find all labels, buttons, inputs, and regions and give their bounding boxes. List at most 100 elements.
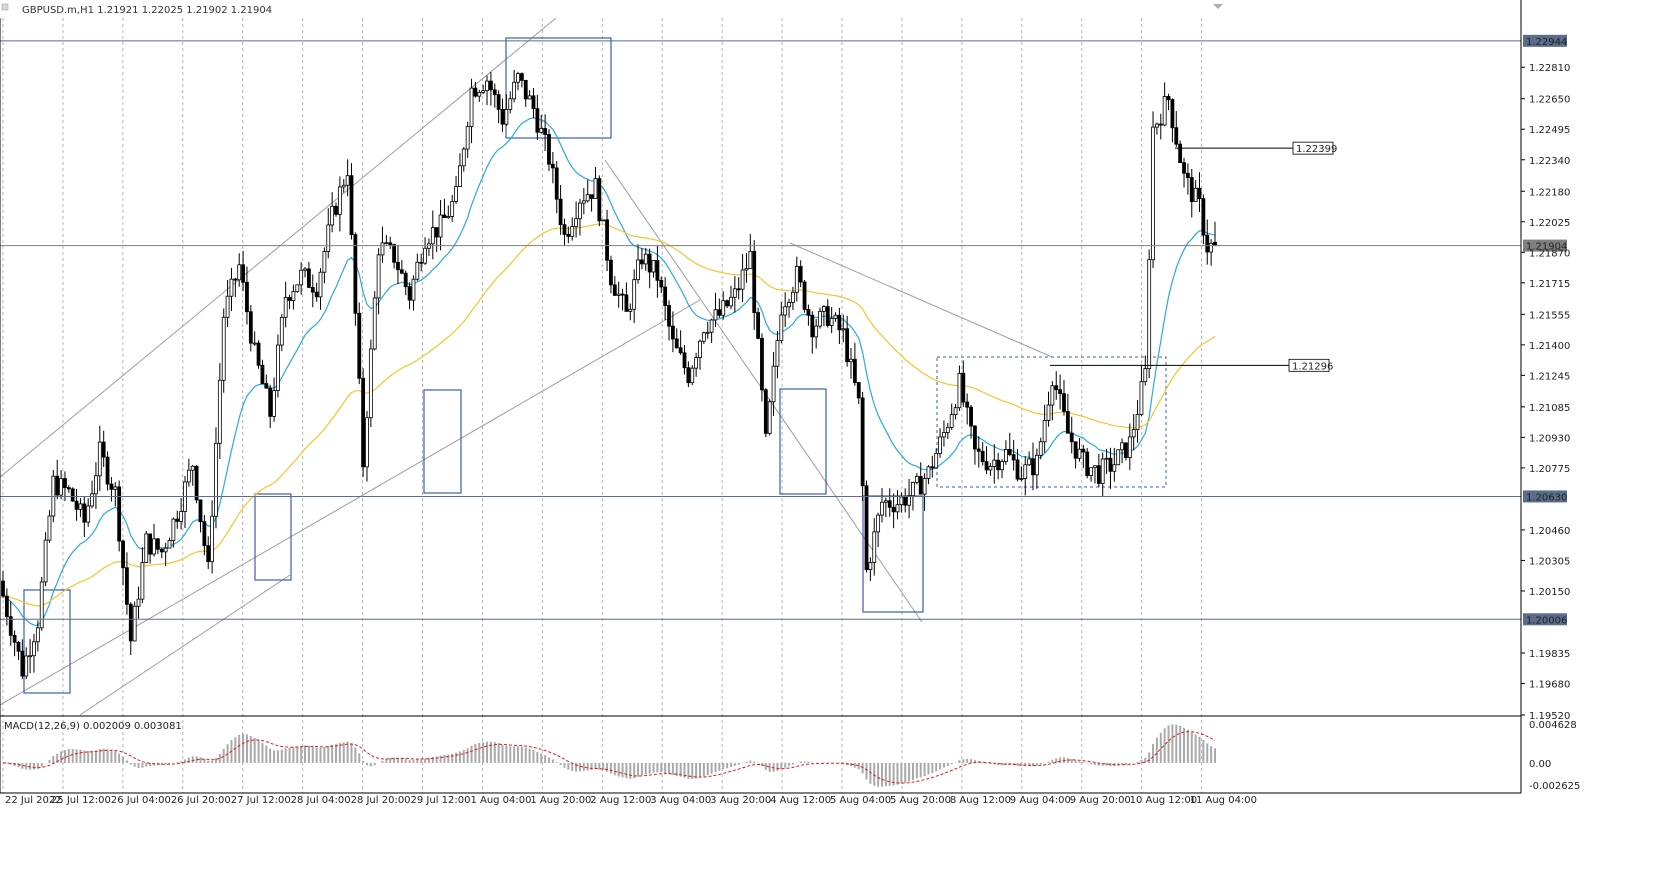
candle-body [659, 279, 664, 288]
candle-body [717, 309, 722, 316]
candle-body [585, 194, 590, 202]
candle-body [736, 288, 741, 291]
candle-body [264, 383, 269, 389]
candle-body [144, 533, 149, 563]
candle-body [283, 297, 288, 318]
candle-body [833, 314, 838, 319]
candle-body [241, 264, 245, 283]
price-tick-label: 1.22810 [1529, 63, 1570, 74]
price-tick-label: 1.19680 [1529, 679, 1570, 690]
candle-body [938, 436, 942, 454]
candle-body [337, 186, 342, 215]
candle-body [632, 279, 637, 310]
candle-body [876, 514, 881, 533]
candle-body [384, 242, 389, 245]
level-price-tag [1523, 239, 1567, 252]
candle-body [1011, 454, 1016, 461]
candle-body [512, 81, 517, 100]
candle-body [903, 496, 908, 506]
candle-body [1038, 441, 1043, 456]
candle-body [279, 316, 284, 346]
candle-body [16, 641, 21, 652]
candle-body [105, 456, 110, 485]
price-tick-label: 1.21555 [1529, 310, 1570, 321]
candle-body [8, 616, 13, 636]
candle-body [1077, 448, 1082, 459]
candle-body [1007, 449, 1012, 456]
candle-body [725, 300, 730, 307]
candle-body [90, 493, 94, 507]
candle-body [488, 80, 493, 91]
candle-body [276, 344, 280, 391]
candle-body [1124, 442, 1128, 458]
candle-body [214, 442, 218, 517]
candle-body [372, 297, 377, 350]
symbol-info: GBPUSD.m,H1 1.21921 1.22025 1.21902 1.21… [22, 5, 272, 16]
callout-box [1288, 358, 1330, 372]
candle-body [217, 379, 222, 444]
candle-body [392, 244, 396, 263]
candle-body [132, 605, 137, 642]
candle-body [636, 259, 640, 281]
level-price-text: 1.20630 [1526, 492, 1567, 503]
candle-body [260, 364, 265, 384]
candle-body [965, 401, 970, 408]
candle-body [837, 314, 842, 331]
candle-body [39, 581, 44, 629]
candle-body [558, 198, 563, 226]
shift-marker-icon[interactable] [1213, 4, 1223, 9]
candle-body [1000, 461, 1004, 471]
level-price-text: 1.21904 [1526, 242, 1567, 253]
candle-body [605, 219, 609, 261]
candle-body [566, 234, 571, 237]
candle-body [469, 87, 474, 127]
price-tick-label: 1.21085 [1529, 403, 1570, 414]
candle-body [880, 501, 884, 516]
candle-body [961, 372, 966, 403]
candle-body [419, 261, 424, 264]
candle-body [516, 73, 520, 83]
candle-body [82, 503, 87, 523]
menu-icon[interactable] [1, 3, 9, 11]
candle-body [1104, 457, 1109, 460]
macd-tick-label: 0.00 [1529, 759, 1551, 770]
range-box [936, 356, 1167, 488]
candle-body [667, 305, 671, 327]
candle-body [159, 548, 164, 553]
time-tick-label: 3 Aug 20:00 [710, 795, 771, 806]
candle-body [531, 95, 536, 110]
candle-body [787, 302, 791, 308]
candle-body [167, 540, 172, 549]
candle-body [24, 655, 29, 677]
candle-body [1143, 368, 1148, 383]
zone-box [423, 389, 462, 494]
candle-body [438, 214, 443, 238]
candle-body [550, 163, 555, 169]
candle-body [783, 306, 788, 316]
candle-body [341, 184, 346, 188]
candle-body [186, 469, 191, 483]
candle-body [303, 268, 307, 271]
candle-body [519, 73, 524, 81]
candle-body [624, 294, 629, 312]
time-tick-label: 26 Jul 20:00 [171, 795, 231, 806]
candle-body [461, 148, 466, 167]
candle-body [423, 247, 427, 264]
candle-body [361, 377, 366, 468]
level-price-tag [1523, 490, 1567, 503]
candle-body [1131, 429, 1136, 438]
candle-body [94, 475, 98, 495]
candle-body [984, 461, 989, 471]
candle-body [988, 466, 993, 471]
candle-body [705, 331, 710, 334]
candle-body [1174, 127, 1179, 145]
candle-body [415, 261, 420, 280]
candle-body [891, 506, 896, 513]
candle-body [368, 348, 373, 419]
candle-body [376, 254, 381, 299]
candle-body [12, 634, 17, 643]
price-tick-label: 1.21245 [1529, 371, 1570, 382]
trend-line [0, 299, 701, 706]
